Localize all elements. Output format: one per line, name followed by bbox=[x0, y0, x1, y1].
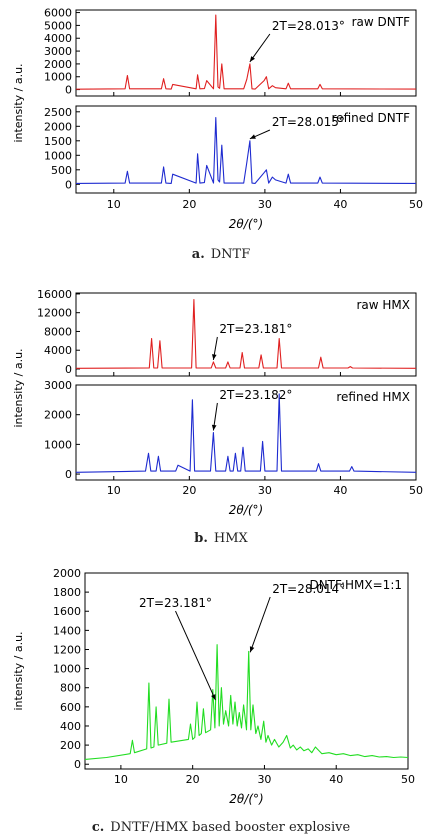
x-tick-label-p2: 30 bbox=[257, 773, 271, 786]
annotation-arrowhead-p1-s1 bbox=[211, 424, 217, 431]
y-tick-label-p1-s1: 3000 bbox=[44, 379, 72, 392]
plot-frame-p1-s0 bbox=[75, 292, 417, 377]
y-tick-label-p1-s0: 0 bbox=[65, 363, 72, 376]
annotation-arrow-p0-s0 bbox=[249, 33, 271, 63]
y-tick-label-p2-s0: 400 bbox=[60, 720, 81, 733]
y-tick-label-p1-s1: 2000 bbox=[44, 409, 72, 422]
y-tick-label-p0-s1: 0 bbox=[65, 178, 72, 191]
y-axis-label-p1: intensity / a.u. bbox=[12, 348, 25, 427]
y-tick-label-p0-s1: 1500 bbox=[44, 135, 72, 148]
y-tick-label-p1-s0: 8000 bbox=[44, 325, 72, 338]
annotation-arrowhead-p0-s1 bbox=[249, 134, 256, 139]
x-tick-label-p0: 50 bbox=[409, 198, 423, 211]
y-tick-label-p2-s0: 200 bbox=[60, 739, 81, 752]
plot-frame-p0-s0 bbox=[75, 9, 417, 97]
caption-c-text: DNTF/HMX based booster explosive bbox=[110, 820, 351, 835]
caption-b-text: HMX bbox=[213, 531, 248, 546]
series-line-p0-s1 bbox=[75, 117, 417, 184]
x-tick-label-p1: 50 bbox=[409, 484, 423, 497]
caption-a-letter: a. bbox=[191, 247, 205, 262]
plot-frame-p2-s0 bbox=[84, 572, 409, 770]
plot-frame-p0-s1 bbox=[75, 105, 417, 194]
series-line-p0-s0 bbox=[75, 14, 417, 90]
annotation-arrowhead-p2-s0 bbox=[211, 694, 216, 701]
y-tick-label-p0-s0: 3000 bbox=[44, 45, 72, 58]
annotation-arrow-p2-s0 bbox=[175, 610, 216, 701]
y-tick-label-p1-s0: 16000 bbox=[37, 288, 72, 301]
y-tick-label-p1-s1: 0 bbox=[65, 468, 72, 481]
annotation-label-p0-s1: 2T=28.015° bbox=[272, 115, 345, 129]
y-tick-label-p2-s0: 600 bbox=[60, 701, 81, 714]
annotation-arrowhead-p2-s0 bbox=[249, 646, 255, 653]
y-tick-label-p0-s1: 2500 bbox=[44, 106, 72, 119]
annotation-label-p2-s0: 2T=23.181° bbox=[139, 596, 212, 610]
y-tick-label-p0-s0: 2000 bbox=[44, 58, 72, 71]
annotation-label-p0-s0: 2T=28.013° bbox=[272, 19, 345, 33]
annotation-label-p2-s0: 2T=28.014° bbox=[272, 582, 345, 596]
y-tick-label-p2-s0: 2000 bbox=[53, 567, 81, 580]
x-tick-label-p1: 10 bbox=[107, 484, 121, 497]
annotation-arrow-p2-s0 bbox=[249, 596, 271, 653]
x-tick-label-p1: 30 bbox=[258, 484, 272, 497]
x-tick-label-p2: 20 bbox=[186, 773, 200, 786]
x-axis-label-p1: 2θ/(°) bbox=[229, 503, 263, 517]
x-axis-label-p0: 2θ/(°) bbox=[229, 217, 263, 231]
caption-c-letter: c. bbox=[91, 820, 105, 835]
y-tick-label-p0-s0: 4000 bbox=[44, 32, 72, 45]
series-name-p0-s1: refined DNTF bbox=[332, 111, 411, 125]
caption-b: b. HMX bbox=[0, 531, 442, 546]
y-tick-label-p0-s1: 2000 bbox=[44, 120, 72, 133]
caption-a: a. DNTF bbox=[0, 247, 442, 262]
x-tick-label-p0: 40 bbox=[333, 198, 347, 211]
y-tick-label-p0-s1: 500 bbox=[51, 164, 72, 177]
y-tick-label-p0-s1: 1000 bbox=[44, 149, 72, 162]
x-axis-label-p2: 2θ/(°) bbox=[229, 792, 263, 806]
y-tick-label-p2-s0: 1800 bbox=[53, 586, 81, 599]
x-tick-label-p1: 20 bbox=[182, 484, 196, 497]
y-tick-label-p0-s0: 5000 bbox=[44, 19, 72, 32]
y-tick-label-p0-s0: 1000 bbox=[44, 71, 72, 84]
series-name-p1-s0: raw HMX bbox=[356, 298, 410, 312]
y-tick-label-p2-s0: 1400 bbox=[53, 624, 81, 637]
y-tick-label-p1-s1: 1000 bbox=[44, 438, 72, 451]
y-tick-label-p2-s0: 1200 bbox=[53, 643, 81, 656]
caption-a-text: DNTF bbox=[210, 247, 251, 262]
series-line-p2-s0 bbox=[84, 644, 409, 760]
y-tick-label-p2-s0: 1600 bbox=[53, 605, 81, 618]
series-name-p2-s0: DNTF:HMX=1:1 bbox=[309, 578, 402, 592]
plot-frame-p1-s1 bbox=[75, 384, 417, 481]
x-tick-label-p1: 40 bbox=[333, 484, 347, 497]
caption-c: c. DNTF/HMX based booster explosive bbox=[0, 820, 442, 835]
series-name-p1-s1: refined HMX bbox=[336, 390, 410, 404]
caption-b-letter: b. bbox=[194, 531, 208, 546]
y-tick-label-p0-s0: 0 bbox=[65, 84, 72, 97]
series-line-p1-s1 bbox=[75, 393, 417, 473]
x-tick-label-p2: 10 bbox=[114, 773, 128, 786]
annotation-label-p1-s0: 2T=23.181° bbox=[219, 322, 292, 336]
series-name-p0-s0: raw DNTF bbox=[352, 15, 410, 29]
x-tick-label-p0: 20 bbox=[182, 198, 196, 211]
x-tick-label-p0: 10 bbox=[107, 198, 121, 211]
y-axis-label-p0: intensity / a.u. bbox=[12, 63, 25, 142]
annotation-label-p1-s1: 2T=23.182° bbox=[219, 388, 292, 402]
y-tick-label-p2-s0: 800 bbox=[60, 682, 81, 695]
x-tick-label-p2: 50 bbox=[401, 773, 415, 786]
y-tick-label-p1-s0: 12000 bbox=[37, 307, 72, 320]
y-tick-label-p1-s0: 4000 bbox=[44, 344, 72, 357]
x-tick-label-p0: 30 bbox=[258, 198, 272, 211]
y-axis-label-p2: intensity / a.u. bbox=[12, 631, 25, 710]
x-tick-label-p2: 40 bbox=[329, 773, 343, 786]
y-tick-label-p0-s0: 6000 bbox=[44, 7, 72, 20]
annotation-arrowhead-p0-s0 bbox=[249, 56, 255, 62]
annotation-arrowhead-p1-s0 bbox=[212, 354, 217, 360]
y-tick-label-p2-s0: 1000 bbox=[53, 663, 81, 676]
y-tick-label-p2-s0: 0 bbox=[74, 758, 81, 771]
series-line-p1-s0 bbox=[75, 299, 417, 369]
